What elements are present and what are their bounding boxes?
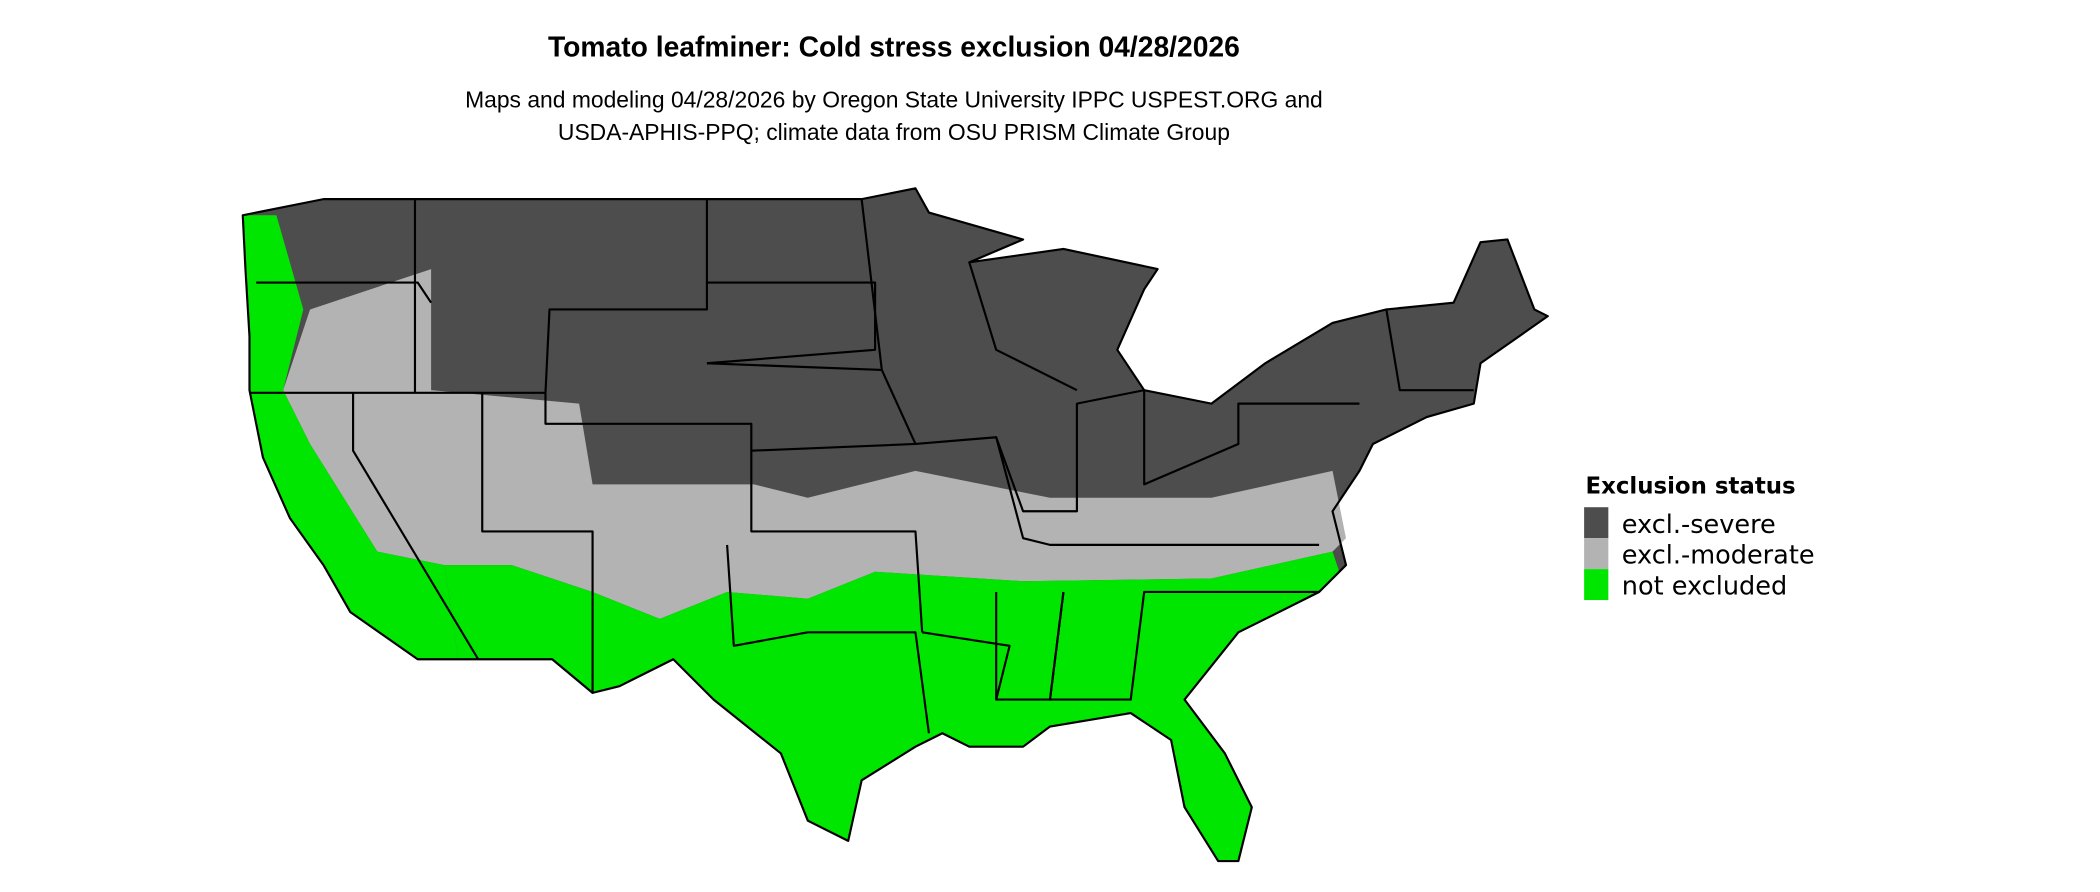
legend-label-moderate: excl.-moderate [1622, 541, 1815, 571]
legend-label-not-excluded: not excluded [1622, 572, 1787, 602]
map-subtitle-line-1: Maps and modeling 04/28/2026 by Oregon S… [465, 87, 1323, 113]
legend-title: Exclusion status [1585, 474, 1795, 500]
us-map [241, 187, 1549, 863]
map-title: Tomato leafminer: Cold stress exclusion … [548, 31, 1240, 63]
state-borders [249, 198, 1474, 734]
map-subtitle-line-2: USDA-APHIS-PPQ; climate data from OSU PR… [558, 119, 1230, 145]
region-not-excluded-west-coast [242, 215, 459, 660]
region-not-excluded-south [444, 551, 1340, 862]
legend: Exclusion status excl.-severe excl.-mode… [1584, 474, 1815, 602]
legend-label-severe: excl.-severe [1622, 510, 1776, 540]
us-outline [241, 187, 1549, 863]
legend-swatch-moderate [1584, 538, 1609, 570]
legend-swatch-severe [1584, 507, 1609, 539]
legend-swatch-not-excluded [1584, 569, 1609, 601]
